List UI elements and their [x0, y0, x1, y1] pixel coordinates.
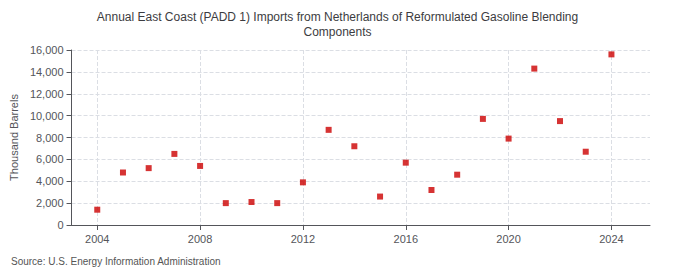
svg-text:0: 0 [57, 219, 63, 231]
svg-text:4,000: 4,000 [36, 175, 64, 187]
svg-text:2012: 2012 [291, 233, 315, 245]
svg-text:2020: 2020 [496, 233, 520, 245]
svg-text:Thousand Barrels: Thousand Barrels [8, 94, 20, 181]
svg-text:Components: Components [303, 25, 371, 39]
svg-text:2024: 2024 [599, 233, 623, 245]
svg-text:14,000: 14,000 [30, 66, 64, 78]
svg-text:2004: 2004 [85, 233, 109, 245]
svg-text:Source: U.S. Energy Informatio: Source: U.S. Energy Information Administ… [11, 256, 221, 267]
svg-text:12,000: 12,000 [30, 88, 64, 100]
svg-text:2,000: 2,000 [36, 197, 64, 209]
svg-text:6,000: 6,000 [36, 153, 64, 165]
svg-text:8,000: 8,000 [36, 132, 64, 144]
svg-text:2008: 2008 [188, 233, 212, 245]
svg-text:Annual East Coast (PADD 1) Imp: Annual East Coast (PADD 1) Imports from … [97, 10, 578, 24]
svg-text:2016: 2016 [394, 233, 418, 245]
svg-text:10,000: 10,000 [30, 110, 64, 122]
svg-text:16,000: 16,000 [30, 44, 64, 56]
